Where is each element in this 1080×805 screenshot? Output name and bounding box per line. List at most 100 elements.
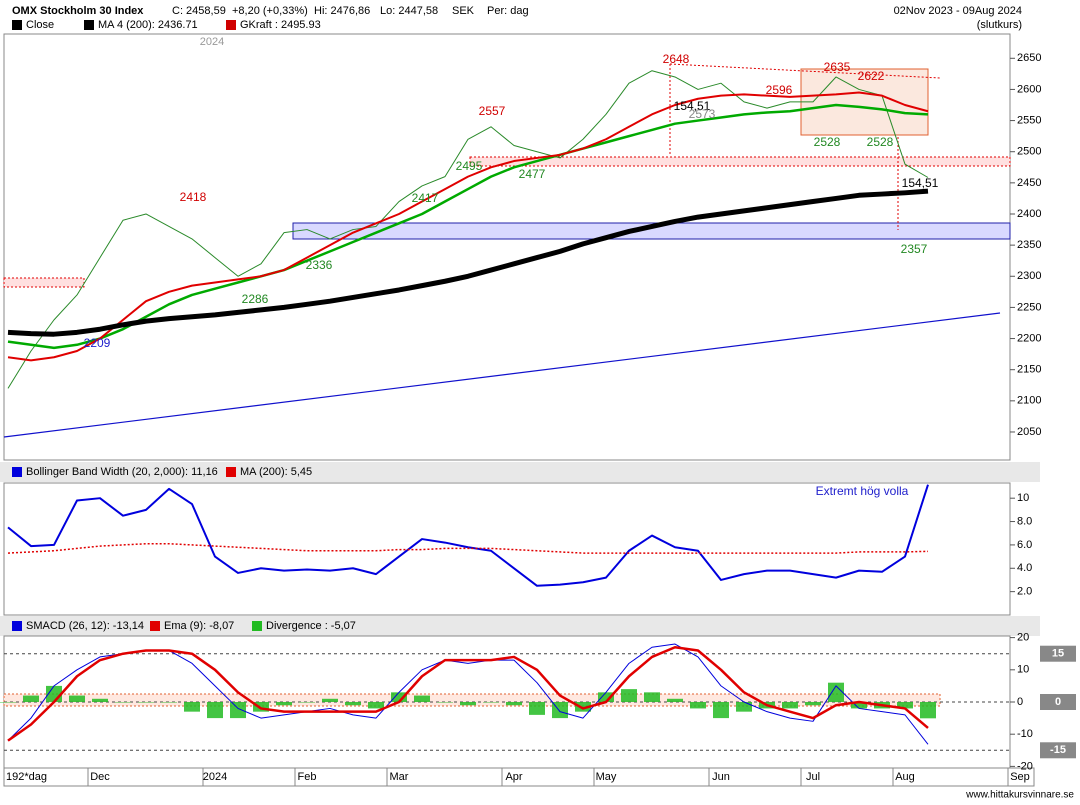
price-mode: (slutkurs) (977, 19, 1022, 31)
title: OMX Stockholm 30 Index (12, 5, 144, 17)
close-price: C: 2458,59 (172, 5, 226, 17)
divergence-bar (690, 702, 706, 709)
currency: SEK (452, 5, 475, 17)
y-tick-label: 2650 (1017, 52, 1041, 64)
legend-swatch (12, 621, 22, 631)
divergence-bar (0, 702, 16, 703)
y-tick-label: 0 (1017, 696, 1023, 708)
reference-label: -15 (1050, 744, 1066, 756)
y-tick-label: 2.0 (1017, 586, 1032, 598)
x-axis-band (3, 767, 1035, 787)
series-line (7, 70, 929, 389)
annotation: 2286 (242, 292, 269, 306)
y-tick-label: 2550 (1017, 114, 1041, 126)
x-tick-label: 2024 (203, 771, 227, 783)
legend-swatch (84, 20, 94, 30)
range-box (800, 68, 929, 136)
x-tick-label: Mar (390, 771, 409, 783)
legend-label: MA 4 (200): 2436.71 (98, 19, 198, 31)
divergence-bar (897, 702, 913, 709)
divergence-bar (276, 702, 292, 706)
annotation: 2477 (519, 167, 546, 181)
legend-label: Close (26, 19, 54, 31)
divergence-bar (667, 698, 683, 702)
bbw-header (0, 462, 1040, 482)
divergence-bar (621, 689, 637, 702)
legend-label: Ema (9): -8,07 (164, 620, 234, 632)
annotation: 154,51 (674, 99, 711, 113)
divergence-bar (414, 695, 430, 702)
date-range: 02Nov 2023 - 09Aug 2024 (894, 5, 1022, 17)
series-line (7, 484, 929, 587)
year-marker: 2024 (200, 36, 224, 48)
legend-label: Divergence : -5,07 (266, 620, 356, 632)
period: Per: dag (487, 5, 529, 17)
reference-box (1040, 742, 1076, 759)
annotation: 2336 (306, 258, 333, 272)
divergence-bar (920, 702, 936, 719)
bbw-panel (3, 482, 1011, 616)
y-tick-label: -20 (1017, 760, 1033, 772)
divergence-bar (805, 702, 821, 706)
annotation: Extremt hög volla (816, 484, 909, 498)
annotation: 2622 (858, 69, 885, 83)
y-tick-label: 2350 (1017, 239, 1041, 251)
divergence-bar (598, 692, 614, 702)
legend-swatch (150, 621, 160, 631)
annotation: 2357 (901, 242, 928, 256)
y-tick-label: 2100 (1017, 395, 1041, 407)
period-label: 192*dag (6, 771, 47, 783)
y-tick-label: 2450 (1017, 177, 1041, 189)
y-tick-label: 2200 (1017, 332, 1041, 344)
y-tick-label: 2400 (1017, 208, 1041, 220)
legend-swatch (226, 467, 236, 477)
divergence-bar (69, 695, 85, 702)
reference-box (1040, 645, 1076, 662)
legend-label: MA (200): 5,45 (240, 466, 312, 478)
divergence-bar (851, 702, 867, 709)
legend-swatch (12, 20, 22, 30)
annotation: 2495 (456, 159, 483, 173)
y-tick-label: 2050 (1017, 426, 1041, 438)
divergence-bar (345, 702, 361, 706)
divergence-bar (115, 702, 131, 703)
divergence-bar (529, 702, 545, 715)
watermark: www.hittakursvinnare.se (965, 790, 1074, 800)
divergence-bar (184, 702, 200, 712)
series-line (7, 91, 929, 362)
x-tick-label: May (596, 771, 617, 783)
divergence-bar (713, 702, 729, 719)
y-tick-label: 10 (1017, 492, 1029, 504)
annotation: 2557 (479, 104, 506, 118)
annotation: 2573 (689, 107, 716, 121)
divergence-bar (23, 695, 39, 702)
divergence-bar (92, 698, 108, 702)
legend-label: SMACD (26, 12): -13,14 (26, 620, 144, 632)
divergence-bar (322, 698, 338, 702)
annotation: 2418 (180, 190, 207, 204)
channel-line (669, 63, 941, 79)
x-tick-label: Apr (505, 771, 522, 783)
annotation: 2596 (766, 83, 793, 97)
x-tick-label: Sep (1010, 771, 1030, 783)
y-tick-label: 6.0 (1017, 539, 1032, 551)
reference-box (1040, 694, 1076, 710)
divergence-bar (644, 692, 660, 702)
divergence-bar (230, 702, 246, 719)
divergence-bar (483, 702, 499, 703)
series-line (7, 103, 929, 350)
y-tick-label: 10 (1017, 664, 1029, 676)
y-tick-label: 2150 (1017, 364, 1041, 376)
divergence-bar (575, 702, 591, 712)
divergence-bar (506, 702, 522, 706)
divergence-bar (437, 702, 453, 703)
legend-swatch (252, 621, 262, 631)
resistance-zone (469, 156, 1011, 167)
divergence-bar (391, 692, 407, 702)
y-tick-label: 20 (1017, 632, 1029, 644)
annotation: 2648 (663, 52, 690, 66)
annotation: 154,51 (902, 176, 939, 190)
legend-label: GKraft : 2495.93 (240, 19, 321, 31)
divergence-bar (299, 702, 315, 703)
